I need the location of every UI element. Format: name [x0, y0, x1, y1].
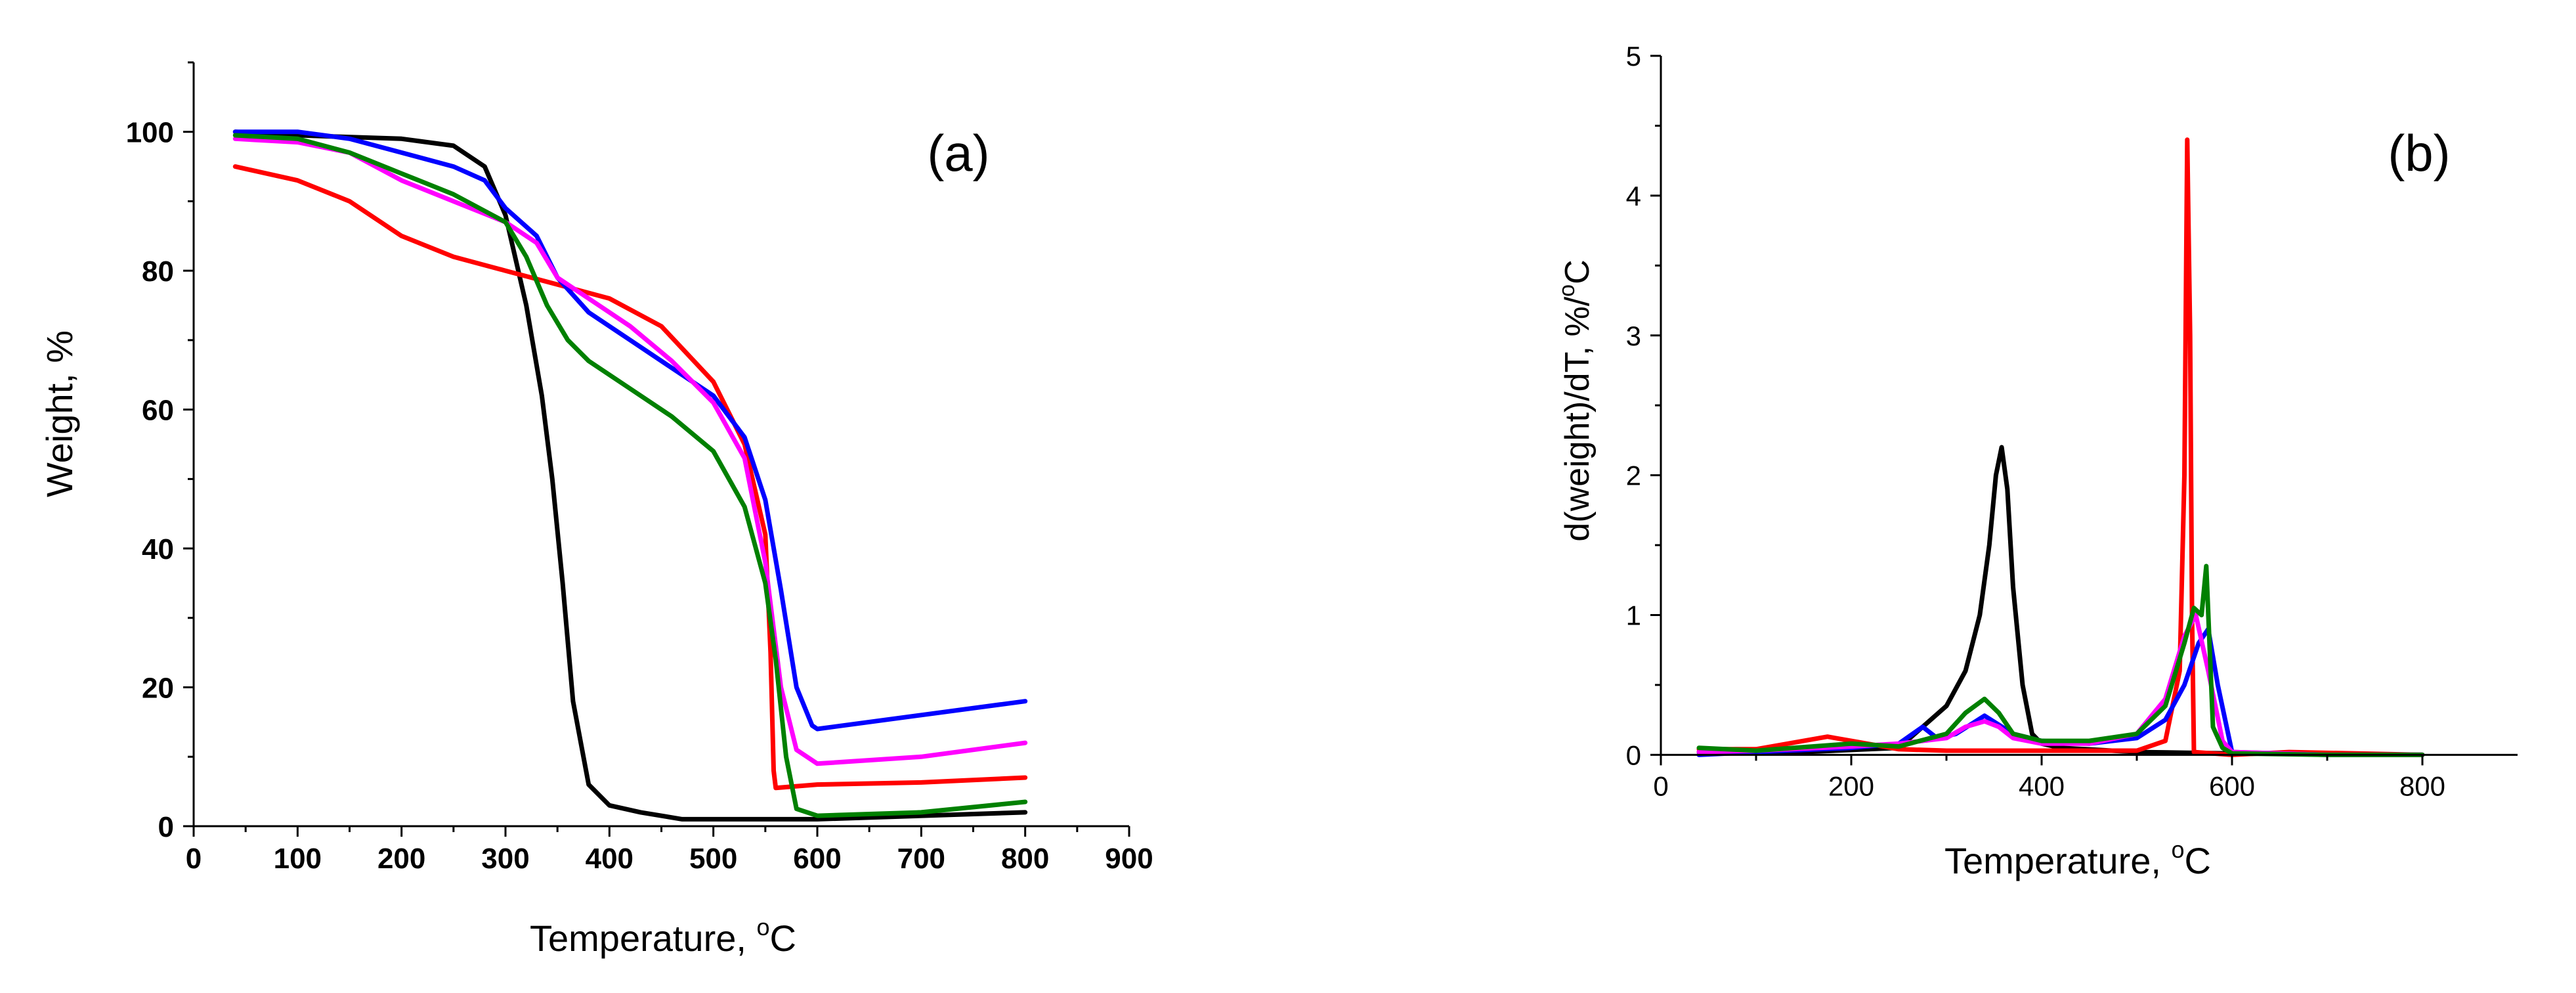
chart-b-panel-label: (b)	[2388, 124, 2450, 182]
chart-a-x-axis-label-sup: o	[757, 914, 770, 940]
chart-b-x-axis-label-sup: o	[2172, 836, 2185, 863]
chart-b-y-tick-label: 3	[1626, 320, 1641, 351]
chart-b-y-tick-label: 5	[1626, 41, 1641, 72]
chart-a-x-tick-label: 900	[1105, 843, 1153, 875]
chart-a-x-axis-label-text: Temperature,	[530, 917, 757, 959]
chart-a-x-axis-label-tail: C	[770, 917, 796, 959]
chart-b-x-axis-label: Temperature, oC	[1944, 836, 2211, 881]
chart-b-y-ticks: 0 1 2 3 4 5	[1626, 41, 1661, 770]
chart-a-y-tick-label: 100	[126, 117, 174, 149]
chart-a-series-red	[232, 164, 1028, 791]
chart-a-x-tick-label: 800	[1001, 843, 1049, 875]
chart-a-y-tick-label: 40	[142, 533, 174, 565]
chart-b-y-tick-label: 1	[1626, 600, 1641, 631]
chart-a-y-tick-label: 60	[142, 394, 174, 426]
chart-b-x-tick-label: 200	[1828, 770, 1874, 801]
chart-a-x-tick-label: 700	[897, 843, 945, 875]
chart-b-x-tick-label: 600	[2209, 770, 2255, 801]
chart-b-y-tick-label: 2	[1626, 460, 1641, 491]
chart-b-x-tick-label: 0	[1653, 770, 1668, 801]
chart-b-series-layer	[1696, 137, 2425, 757]
chart-b-x-ticks: 0 200 400 600 800	[1653, 755, 2445, 801]
chart-b-y-tick-label: 4	[1626, 181, 1641, 211]
chart-a-x-tick-label: 300	[481, 843, 529, 875]
chart-b-series-green	[1696, 563, 2425, 757]
chart-a-y-tick-label: 20	[142, 672, 174, 704]
chart-b-y-axis-label-tail: C	[1558, 259, 1597, 284]
chart-a-x-tick-label: 400	[586, 843, 633, 875]
chart-b-y-axis-label-text: d(weight)/dT, %/	[1558, 296, 1597, 541]
chart-b-y-tick-label: 0	[1626, 739, 1641, 770]
chart-a-x-axis-label: Temperature, oC	[530, 914, 796, 959]
chart-a-series-layer	[232, 129, 1028, 822]
chart-a-x-tick-label: 500	[689, 843, 737, 875]
chart-b-y-axis-label: d(weight)/dT, %/oC	[1555, 259, 1597, 541]
chart-a-series-magenta	[232, 136, 1028, 766]
chart-b-y-axis-label-sup: o	[1555, 284, 1579, 297]
chart-a-x-tick-label: 200	[377, 843, 425, 875]
chart-a-series-blue	[232, 129, 1028, 732]
chart-a-x-tick-label: 0	[186, 843, 202, 875]
chart-a-y-ticks: 0 20 40 60 80 100	[126, 61, 194, 843]
chart-a-x-ticks: 0 100 200 300 400 500 600 700 800 900	[186, 826, 1153, 875]
chart-a-y-tick-label: 0	[158, 811, 174, 843]
chart-a-y-axis-label: Weight, %	[39, 330, 80, 497]
chart-a-x-tick-label: 100	[274, 843, 322, 875]
chart-a-series-green	[232, 133, 1028, 818]
chart-a-y-tick-label: 80	[142, 255, 174, 288]
chart-a: 0 100 200 300 400 500 600 700 800 900 0 20 40 60 80 10…	[39, 61, 1153, 959]
chart-b-x-tick-label: 800	[2399, 770, 2445, 801]
chart-b-x-axis-label-text: Temperature,	[1944, 840, 2172, 881]
chart-a-panel-label: (a)	[927, 124, 989, 182]
chart-a-x-tick-label: 600	[793, 843, 841, 875]
chart-b-series-red	[1696, 137, 2425, 757]
chart-b-x-axis-label-tail: C	[2185, 840, 2211, 881]
chart-a-series-black	[232, 129, 1028, 822]
chart-b-x-tick-label: 400	[2019, 770, 2065, 801]
